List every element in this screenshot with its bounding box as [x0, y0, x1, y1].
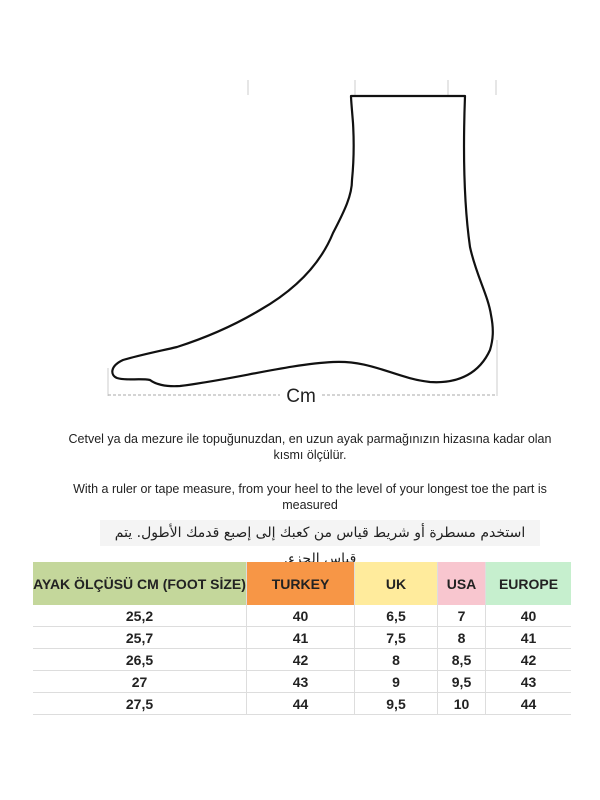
table-cell: 42: [485, 648, 571, 671]
foot-outline: [111, 94, 494, 388]
table-cell: 27,5: [33, 692, 247, 715]
table-cell: 7: [437, 605, 486, 627]
table-cell: 40: [246, 605, 355, 627]
table-cell: 44: [485, 692, 571, 715]
column-header: AYAK ÖLÇÜSÜ CM (FOOT SİZE): [33, 562, 247, 605]
table-cell: 8: [354, 648, 438, 671]
table-cell: 42: [246, 648, 355, 671]
table-cell: 41: [246, 626, 355, 649]
table-cell: 26,5: [33, 648, 247, 671]
column-header: UK: [354, 562, 438, 605]
column-header: EUROPE: [485, 562, 571, 605]
foot-measurement-diagram: Cm: [107, 80, 498, 407]
size-chart-table: AYAK ÖLÇÜSÜ CM (FOOT SİZE) TURKEY UK USA EUR…: [33, 562, 571, 715]
instruction-turkish: Cetvel ya da mezure ile topuğunuzdan, en…: [68, 432, 552, 462]
table-row: 27,5 44 9,5 10 44: [33, 692, 571, 715]
column-header: USA: [437, 562, 486, 605]
table-row: 27 43 9 9,5 43: [33, 670, 571, 693]
table-cell: 44: [246, 692, 355, 715]
table-cell: 40: [485, 605, 571, 627]
table-cell: 8,5: [437, 648, 486, 671]
table-cell: 6,5: [354, 605, 438, 627]
table-cell: 43: [485, 670, 571, 693]
table-cell: 10: [437, 692, 486, 715]
table-cell: 9: [354, 670, 438, 693]
table-header-row: AYAK ÖLÇÜSÜ CM (FOOT SİZE) TURKEY UK USA EUR…: [33, 562, 571, 605]
table-row: 26,5 42 8 8,5 42: [33, 648, 571, 671]
table-cell: 9,5: [354, 692, 438, 715]
table-cell: 9,5: [437, 670, 486, 693]
guide-lines: [107, 80, 498, 396]
table-row: 25,7 41 7,5 8 41: [33, 626, 571, 649]
table-cell: 41: [485, 626, 571, 649]
table-cell: 7,5: [354, 626, 438, 649]
table-cell: 25,7: [33, 626, 247, 649]
instruction-english: With a ruler or tape measure, from your …: [73, 482, 547, 512]
column-header: TURKEY: [246, 562, 355, 605]
table-row: 25,2 40 6,5 7 40: [33, 605, 571, 627]
table-cell: 27: [33, 670, 247, 693]
measure-label: Cm: [286, 386, 316, 407]
table-cell: 43: [246, 670, 355, 693]
instruction-arabic: استخدم مسطرة أو شريط قياس من كعبك إلى إص…: [100, 520, 540, 567]
table-cell: 8: [437, 626, 486, 649]
table-cell: 25,2: [33, 605, 247, 627]
